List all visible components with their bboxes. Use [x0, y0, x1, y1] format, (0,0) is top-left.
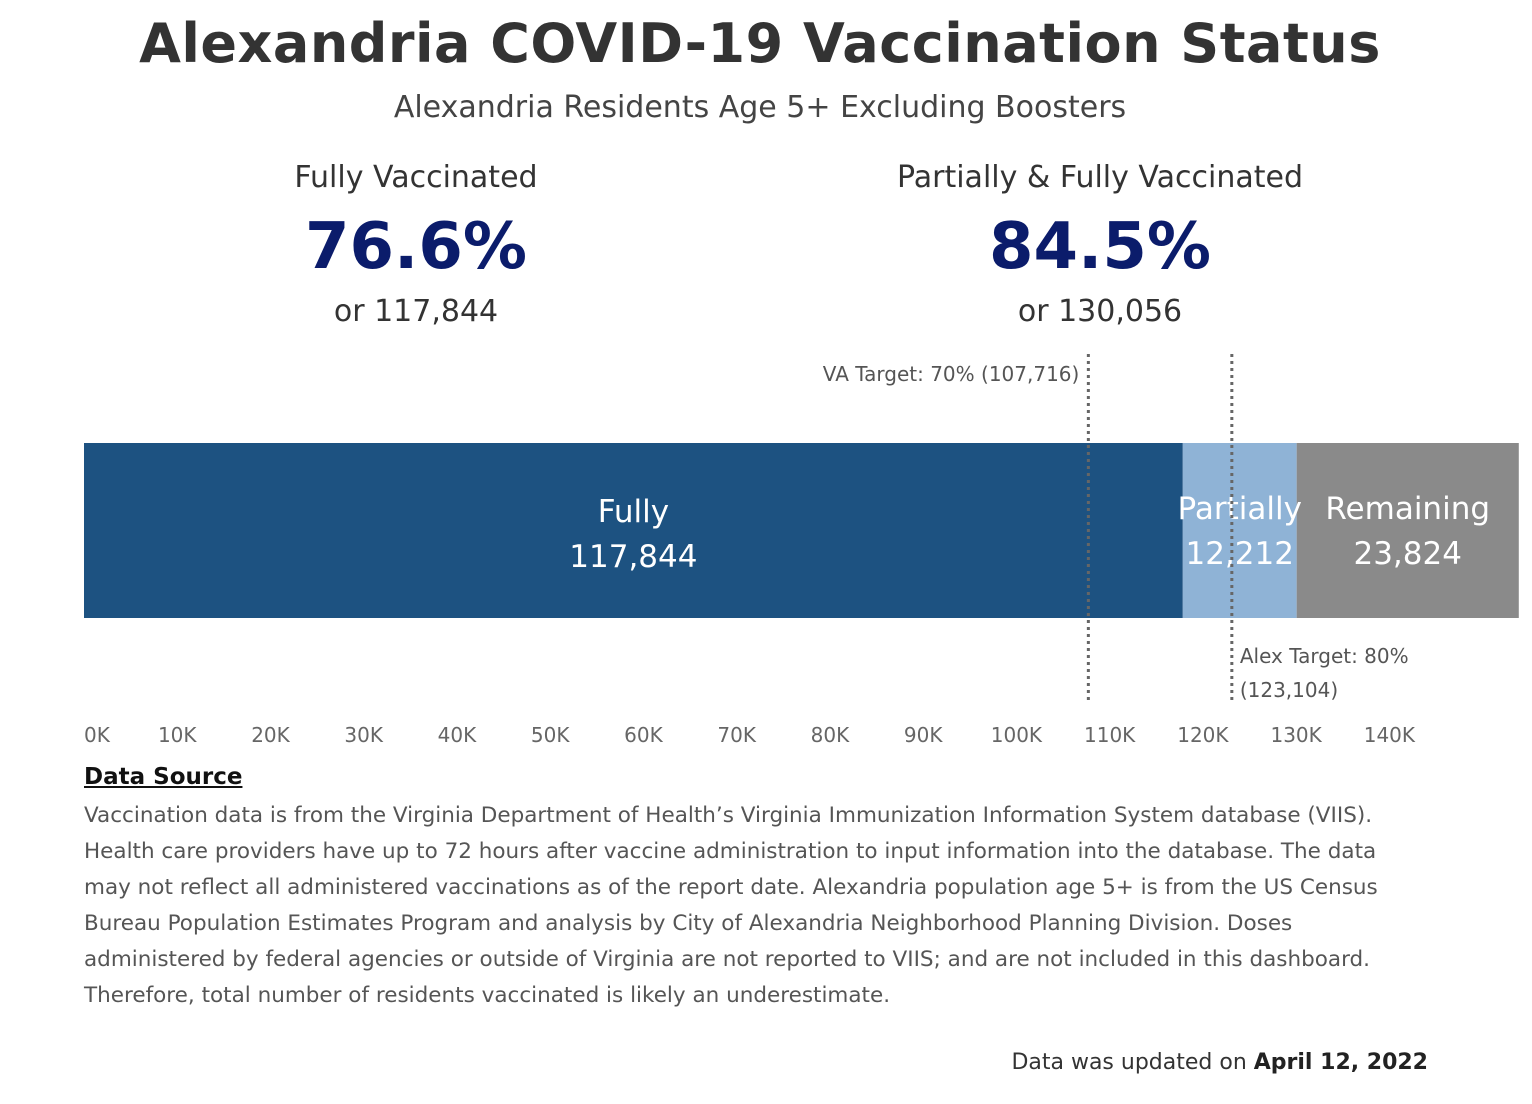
x-tick-label: 60K	[624, 723, 663, 747]
kpi-fully-value: 76.6%	[304, 210, 528, 284]
bar-label-fully-value: 117,844	[569, 539, 697, 575]
kpi-fully-count: or 117,844	[333, 294, 499, 329]
x-tick-label: 70K	[717, 723, 756, 747]
bar-segment-remaining[interactable]	[1296, 443, 1519, 618]
kpi-partial-fully-value: 84.5%	[988, 210, 1212, 284]
x-tick-label: 50K	[531, 723, 570, 747]
bar-segment-fully[interactable]	[84, 443, 1183, 618]
x-tick-label: 40K	[438, 723, 477, 747]
x-tick-label: 110K	[1084, 723, 1136, 747]
data-source-link[interactable]: Data Source	[84, 764, 243, 790]
reference-label-2-line-1: Alex Target: 80%	[1240, 644, 1409, 668]
bar-label-remaining-name: Remaining	[1325, 491, 1490, 527]
kpi-fully-label: Fully Vaccinated	[294, 160, 538, 195]
x-tick-label: 140K	[1364, 723, 1416, 747]
bar-segment-labels: Fully 117,844 Partially 12,212 Remaining 23,8…	[569, 491, 1490, 575]
bar-label-partially-name: Partially	[1178, 491, 1302, 527]
bar-segments	[84, 443, 1519, 618]
x-tick-label: 10K	[158, 723, 197, 747]
kpi-partial-and-fully-vaccinated: Partially & Fully Vaccinated 84.5% or 13…	[820, 160, 1380, 329]
x-tick-label: 120K	[1177, 723, 1229, 747]
page-subtitle: Alexandria Residents Age 5+ Excluding Bo…	[393, 90, 1127, 125]
kpi-fully-vaccinated: Fully Vaccinated 76.6% or 117,844	[136, 160, 696, 329]
vaccination-bar-chart: Fully 117,844 Partially 12,212 Remaining 23,8…	[84, 354, 1519, 747]
last-updated-prefix: Data was updated on	[1011, 1050, 1254, 1075]
x-tick-label: 130K	[1270, 723, 1322, 747]
last-updated-date: April 12, 2022	[1253, 1050, 1428, 1075]
x-axis: 0K 10K 20K 30K 40K 50K 60K 70K 80K 90K 100K 110K 120…	[84, 723, 1416, 747]
reference-label-1: VA Target: 70% (107,716)	[823, 362, 1080, 386]
reference-label-2-line-2: (123,104)	[1240, 678, 1338, 702]
x-tick-label: 0K	[84, 723, 111, 747]
bar-label-remaining-value: 23,824	[1353, 536, 1461, 572]
bar-label-partially-value: 12,212	[1185, 536, 1293, 572]
x-tick-label: 30K	[344, 723, 383, 747]
x-tick-label: 80K	[811, 723, 850, 747]
kpi-partial-fully-count: or 130,056	[1017, 294, 1183, 329]
kpi-partial-fully-label: Partially & Fully Vaccinated	[897, 160, 1303, 195]
reference-lines: VA Target: 70% (107,716) Alex Target: 80%…	[823, 354, 1409, 702]
x-tick-label: 90K	[904, 723, 943, 747]
bar-segment-partially[interactable]	[1182, 443, 1297, 618]
bar-label-fully-name: Fully	[598, 494, 669, 530]
last-updated: Data was updated on April 12, 2022	[1011, 1050, 1428, 1075]
data-source-text: Vaccination data is from the Virginia De…	[84, 803, 1378, 1008]
page-title: Alexandria COVID-19 Vaccination Status	[139, 12, 1381, 75]
x-tick-label: 100K	[991, 723, 1043, 747]
x-tick-label: 20K	[251, 723, 290, 747]
data-source-section: Data Source Vaccination data is from the…	[84, 764, 1424, 1014]
